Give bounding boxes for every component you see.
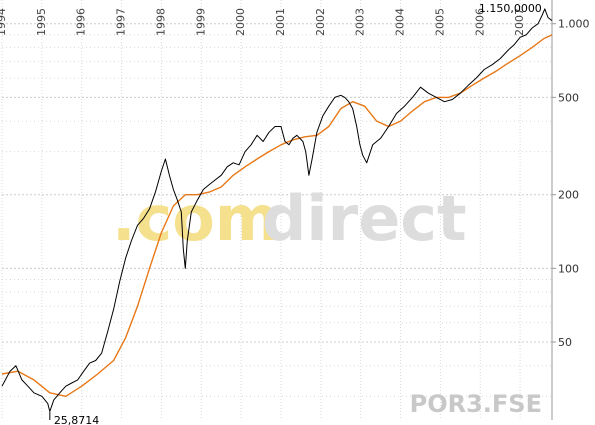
y-axis-tick-labels: 1.000 500 200 100 50 [552,18,590,349]
year-label: 2004 [394,8,407,36]
y-tick-label: 50 [558,336,572,349]
year-label: 1994 [0,8,8,36]
year-label: 1999 [194,8,207,36]
watermark: .com direct [112,182,467,255]
year-label: 1995 [35,8,48,36]
year-label: 2001 [274,8,287,36]
moving-average-line [1,34,553,397]
year-label: 1998 [154,8,167,36]
watermark-direct: direct [262,182,467,255]
symbol-label: POR3.FSE [410,390,542,418]
y-tick-label: 200 [558,189,579,202]
year-label: 2000 [234,8,247,36]
low-value-label: 25,8714 [54,414,100,425]
y-tick-label: 500 [558,91,579,104]
year-label: 1996 [75,8,88,36]
grid-lines [1,0,553,420]
high-value-label: 1.150,0000 [479,2,542,15]
series-layer [1,8,553,412]
annotations: 1.150,0000 25,8714 [49,2,546,425]
year-label: 2005 [433,8,446,36]
price-line [1,8,553,412]
year-label: 2003 [354,8,367,36]
year-labels: 1994 1995 1996 1997 1998 1999 2000 2001 2002 2003… [0,8,526,36]
year-label: 2002 [314,8,327,36]
year-label: 2006 [473,8,486,36]
y-tick-label: 1.000 [558,18,590,31]
year-label: 2007 [513,8,526,36]
y-tick-label: 100 [558,262,579,275]
watermark-com: .com [112,182,280,255]
year-label: 1997 [115,8,128,36]
